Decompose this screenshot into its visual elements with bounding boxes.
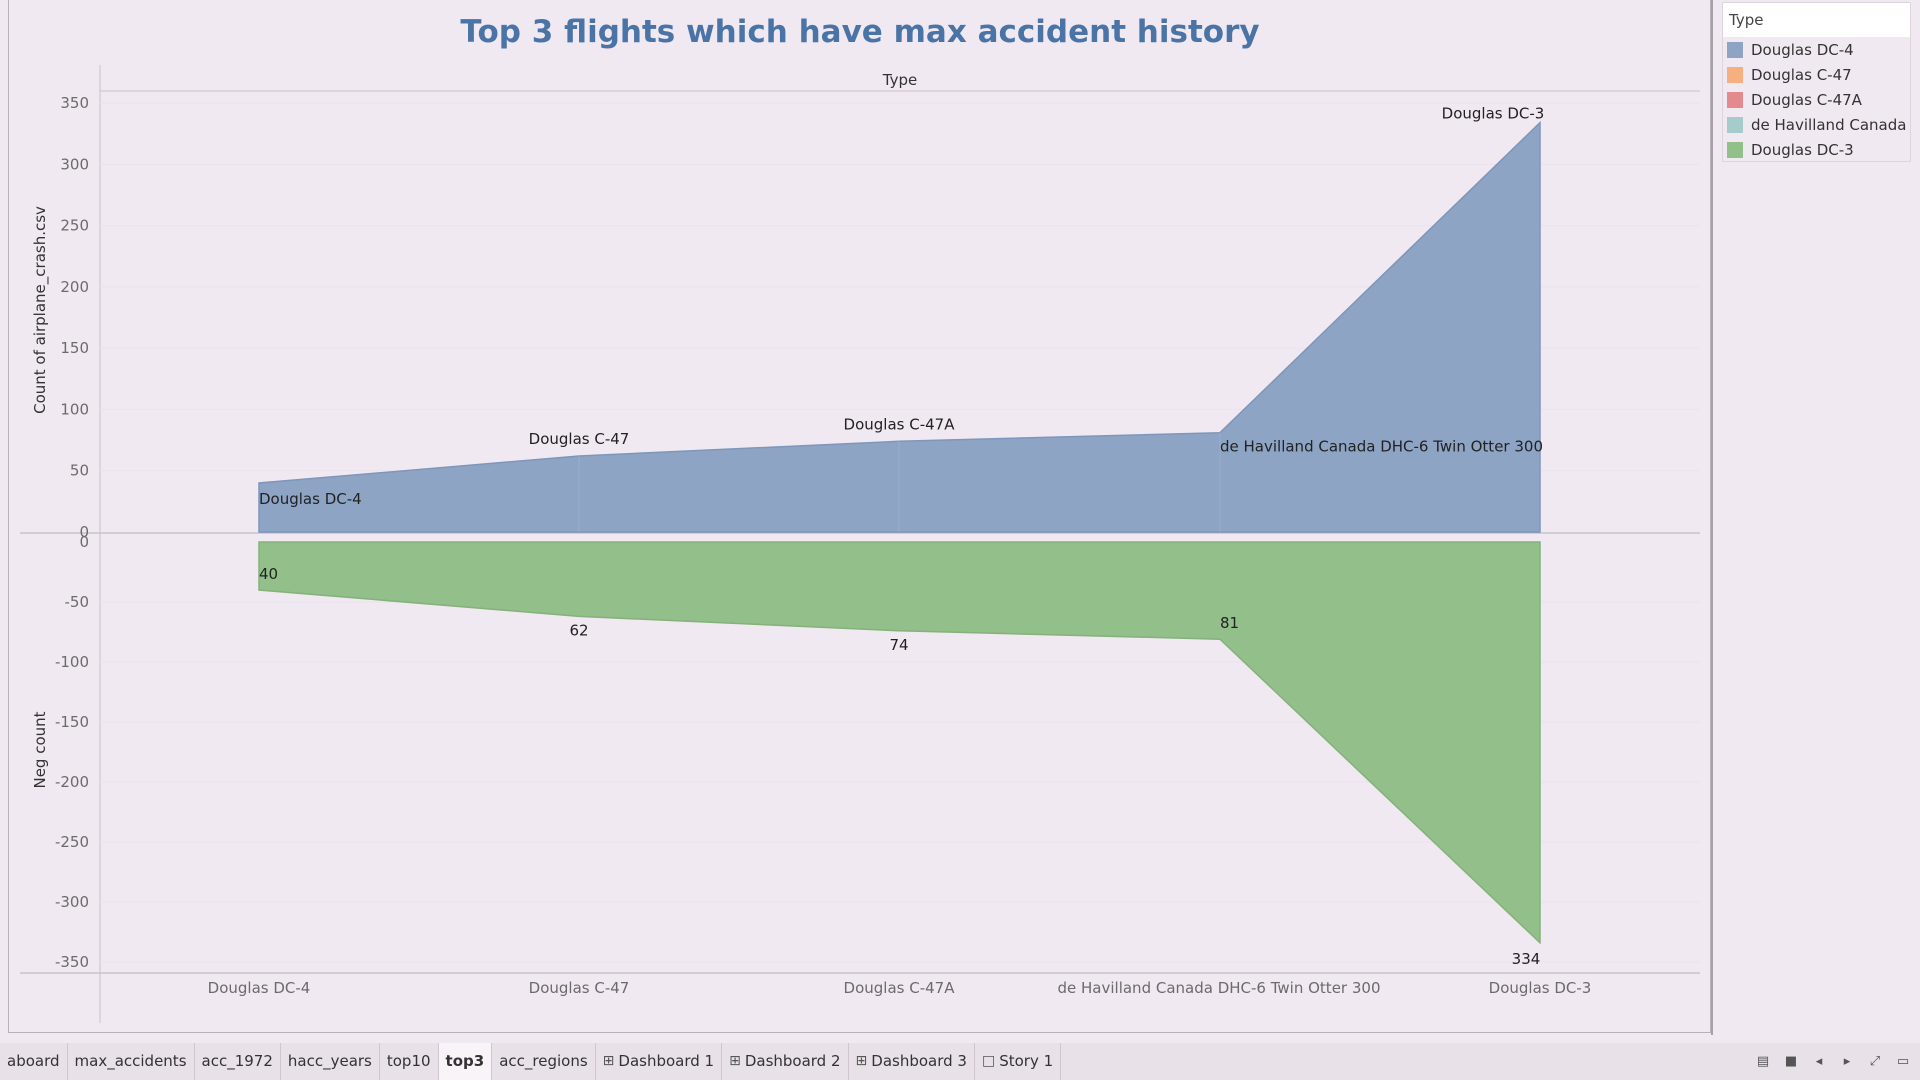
story-icon: □ <box>981 1053 996 1069</box>
chart-title: Top 3 flights which have max accident hi… <box>460 14 1260 50</box>
y-tick-label-lower: -50 <box>65 593 90 611</box>
next-icon[interactable]: ▸ <box>1843 1054 1851 1069</box>
y-axis-title-upper: Count of airplane_crash.csv <box>31 206 50 414</box>
y-tick-label-upper: 150 <box>60 339 89 357</box>
y-tick-label-lower: 0 <box>79 533 89 551</box>
y-tick-label-upper: 300 <box>60 155 89 173</box>
y-tick-label-upper: 50 <box>70 462 89 480</box>
legend-swatch <box>1727 116 1743 133</box>
lower-mark-label: 62 <box>569 621 588 639</box>
fullscreen-icon[interactable]: ⤢ <box>1869 1054 1881 1069</box>
tab-hacc_years[interactable]: hacc_years <box>281 1043 380 1080</box>
legend-item[interactable]: Douglas C-47A <box>1723 87 1910 112</box>
legend-label: Douglas DC-4 <box>1751 40 1854 59</box>
tab-acc_regions[interactable]: acc_regions <box>492 1043 596 1080</box>
y-tick-label-lower: -250 <box>55 833 89 851</box>
tab-label: Story 1 <box>999 1052 1054 1070</box>
lower-mark-label: 74 <box>889 636 908 654</box>
y-tick-label-upper: 200 <box>60 278 89 296</box>
tab-label: acc_1972 <box>201 1052 273 1070</box>
tab-top10[interactable]: top10 <box>380 1043 439 1080</box>
legend-swatch <box>1727 141 1743 158</box>
lower-mark-label: 81 <box>1220 614 1239 632</box>
dashboard-icon: ⊞ <box>602 1053 615 1069</box>
y-tick-label-upper: 250 <box>60 217 89 235</box>
legend-item[interactable]: Douglas DC-4 <box>1723 37 1910 62</box>
toolbar-right: ▤ ■ ◂ ▸ ⤢ ▭ <box>1746 1043 1914 1080</box>
y-tick-label-lower: -200 <box>55 773 89 791</box>
tab-label: top3 <box>445 1052 485 1070</box>
tab-label: aboard <box>7 1052 60 1070</box>
tab-story-1[interactable]: □ Story 1 <box>975 1043 1062 1080</box>
x-tick-label: Douglas DC-4 <box>208 979 311 997</box>
sheet-tab-bar: aboard max_accidents acc_1972 hacc_years top… <box>0 1043 1920 1080</box>
upper-mark-label: Douglas DC-3 <box>1442 105 1545 123</box>
tab-label: Dashboard 1 <box>618 1052 715 1070</box>
upper-mark-label: Douglas DC-4 <box>259 490 362 508</box>
tab-dashboard-2[interactable]: ⊞ Dashboard 2 <box>722 1043 849 1080</box>
sheet-icon[interactable]: ■ <box>1784 1054 1798 1069</box>
legend-swatch <box>1727 41 1743 58</box>
tab-dashboard-3[interactable]: ⊞ Dashboard 3 <box>849 1043 975 1080</box>
tab-acc_1972[interactable]: acc_1972 <box>195 1043 281 1080</box>
chart: Type 350 300 250 200 150 100 50 00 -50 -100 -150 -20… <box>20 65 1700 1023</box>
prev-icon[interactable]: ◂ <box>1815 1054 1823 1069</box>
y-tick-label-lower: -300 <box>55 893 89 911</box>
legend[interactable]: Type Douglas DC-4 Douglas C-47 Douglas C-4… <box>1722 2 1911 162</box>
tab-aboard[interactable]: aboard <box>0 1043 68 1080</box>
legend-swatch <box>1727 66 1743 83</box>
upper-mark-label: Douglas C-47 <box>529 430 630 448</box>
y-tick-label-lower: -100 <box>55 653 89 671</box>
legend-title: Type <box>1723 3 1910 37</box>
y-axis-title-lower: Neg count <box>31 711 49 788</box>
x-tick-label: Douglas C-47 <box>529 979 630 997</box>
y-tick-label-upper: 100 <box>60 400 89 418</box>
viz-frame <box>8 0 1711 1033</box>
upper-mark-label: Douglas C-47A <box>844 415 956 433</box>
legend-item[interactable]: de Havilland Canada .. <box>1723 112 1910 137</box>
presentation-icon[interactable]: ▭ <box>1896 1054 1910 1069</box>
tab-label: acc_regions <box>499 1052 588 1070</box>
legend-swatch <box>1727 91 1743 108</box>
tab-dashboard-1[interactable]: ⊞ Dashboard 1 <box>596 1043 723 1080</box>
legend-item[interactable]: Douglas DC-3 <box>1723 137 1910 162</box>
tab-max_accidents[interactable]: max_accidents <box>68 1043 195 1080</box>
lower-mark-label: 334 <box>1512 950 1541 968</box>
legend-item[interactable]: Douglas C-47 <box>1723 62 1910 87</box>
dashboard-icon: ⊞ <box>729 1053 741 1069</box>
x-tick-label: Douglas C-47A <box>844 979 956 997</box>
y-tick-label-upper: 0 <box>79 523 89 541</box>
legend-label: Douglas DC-3 <box>1751 140 1854 159</box>
pane-divider <box>1711 0 1713 1035</box>
filmstrip-icon[interactable]: ▤ <box>1756 1054 1770 1069</box>
x-tick-label: de Havilland Canada DHC-6 Twin Otter 300 <box>1058 979 1381 997</box>
tab-label: Dashboard 3 <box>871 1052 967 1070</box>
area-lower-neg-count <box>258 541 1541 945</box>
lower-mark-label: 40 <box>259 565 278 583</box>
y-tick-label-lower: -150 <box>55 713 89 731</box>
tab-label: max_accidents <box>74 1052 187 1070</box>
legend-label: Douglas C-47 <box>1751 65 1852 84</box>
column-header: Type <box>882 71 917 89</box>
tab-top3[interactable]: top3 <box>438 1043 493 1080</box>
y-tick-label-upper: 350 <box>60 94 89 112</box>
upper-mark-label: de Havilland Canada DHC-6 Twin Otter 300 <box>1220 438 1543 456</box>
tab-label: top10 <box>386 1052 431 1070</box>
tab-label: Dashboard 2 <box>744 1052 841 1070</box>
legend-label: Douglas C-47A <box>1751 90 1862 109</box>
x-tick-label: Douglas DC-3 <box>1489 979 1592 997</box>
legend-label: de Havilland Canada .. <box>1751 115 1910 134</box>
y-tick-label-lower: -350 <box>55 953 89 971</box>
tab-label: hacc_years <box>287 1052 372 1070</box>
dashboard-icon: ⊞ <box>855 1053 868 1069</box>
